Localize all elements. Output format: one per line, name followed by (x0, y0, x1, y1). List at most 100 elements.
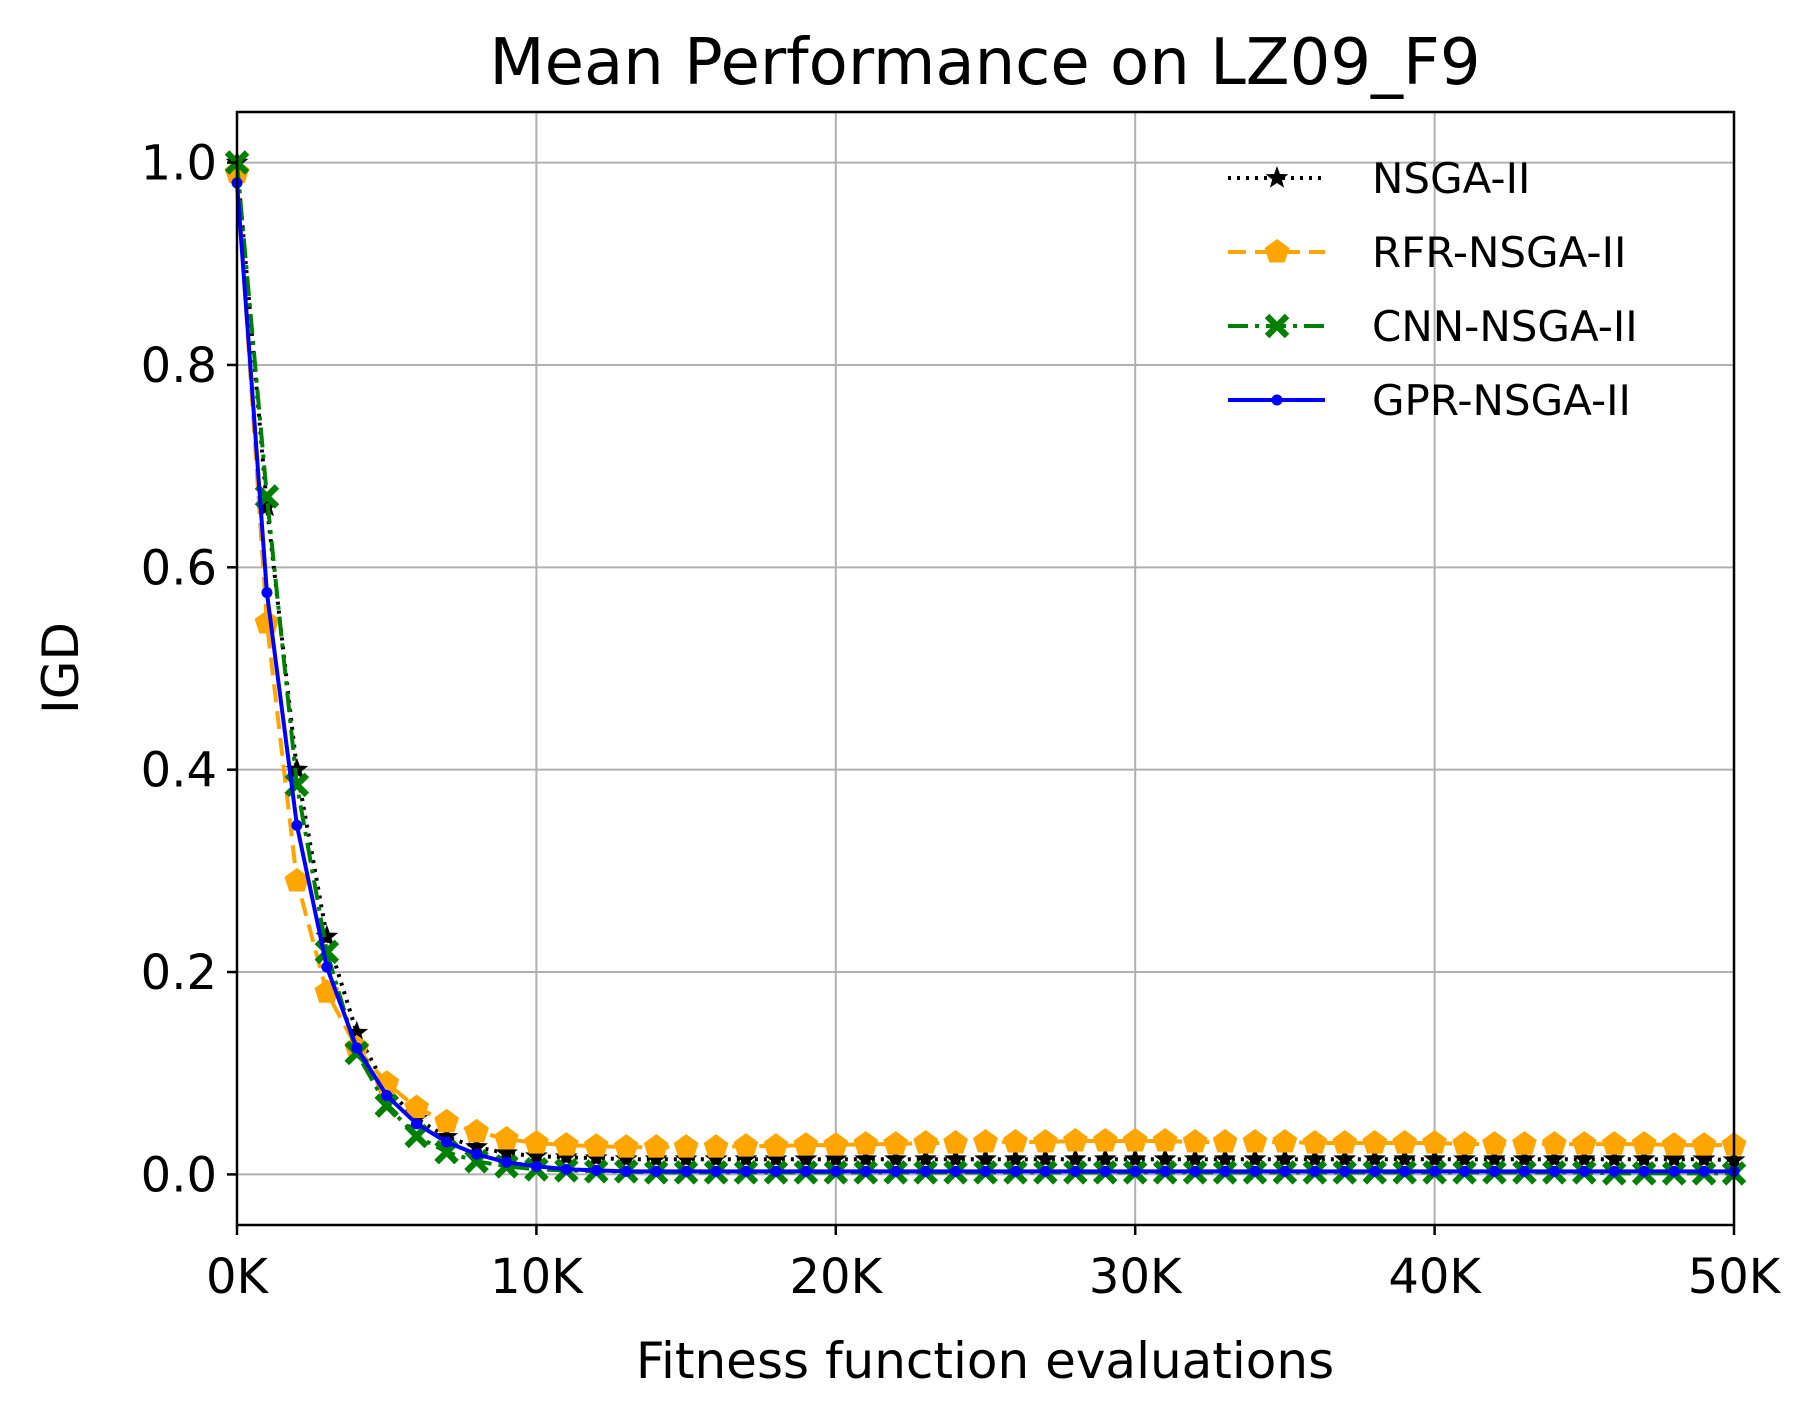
data-point-rfr-nsga-ii (1392, 1130, 1417, 1154)
data-point-rfr-nsga-ii (643, 1134, 669, 1158)
data-point-rfr-nsga-ii (1691, 1132, 1717, 1156)
x-tick-label: 10K (490, 1249, 584, 1305)
data-point-gpr-nsga-ii (1009, 1165, 1021, 1177)
data-point-gpr-nsga-ii (441, 1136, 453, 1148)
data-point-nsga-ii (1453, 1147, 1476, 1169)
data-point-gpr-nsga-ii (261, 587, 273, 599)
data-point-rfr-nsga-ii (1452, 1131, 1477, 1155)
x-tick-label: 0K (206, 1249, 270, 1305)
data-point-gpr-nsga-ii (860, 1165, 872, 1177)
data-point-rfr-nsga-ii (1571, 1131, 1597, 1155)
data-point-gpr-nsga-ii (1339, 1165, 1351, 1177)
series-gpr-nsga-ii (231, 177, 1740, 1177)
data-point-rfr-nsga-ii (434, 1108, 459, 1133)
data-point-gpr-nsga-ii (830, 1165, 842, 1177)
x-axis-label: Fitness function evaluations (636, 1332, 1334, 1390)
data-point-rfr-nsga-ii (943, 1130, 968, 1154)
data-point-nsga-ii (525, 1144, 548, 1166)
data-point-rfr-nsga-ii (1482, 1131, 1507, 1155)
plot-frame (235, 110, 1736, 1227)
data-point-gpr-nsga-ii (590, 1164, 602, 1176)
data-point-gpr-nsga-ii (411, 1118, 423, 1130)
data-point-nsga-ii (794, 1147, 818, 1169)
data-point-nsga-ii (1572, 1147, 1596, 1169)
y-tick-label: 1.0 (141, 136, 217, 192)
data-point-nsga-ii (1273, 1147, 1297, 1169)
data-point-gpr-nsga-ii (1249, 1165, 1261, 1177)
data-point-gpr-nsga-ii (1039, 1165, 1051, 1177)
data-point-rfr-nsga-ii (1063, 1128, 1088, 1152)
y-axis-label: IGD (32, 622, 90, 714)
x-tick-label: 50K (1688, 1249, 1782, 1305)
data-point-nsga-ii (1363, 1147, 1387, 1169)
data-point-nsga-ii (1123, 1147, 1147, 1169)
data-point-rfr-nsga-ii (1003, 1129, 1028, 1153)
data-point-gpr-nsga-ii (1429, 1165, 1441, 1177)
data-point-gpr-nsga-ii (890, 1165, 902, 1177)
y-tick-label: 0.2 (141, 945, 217, 1001)
data-point-gpr-nsga-ii (1099, 1165, 1111, 1177)
data-point-nsga-ii (1093, 1147, 1117, 1169)
y-tick-label: 0.0 (141, 1147, 217, 1203)
data-point-nsga-ii (974, 1147, 997, 1169)
data-point-rfr-nsga-ii (853, 1131, 879, 1155)
data-point-rfr-nsga-ii (733, 1133, 759, 1157)
legend-item-rfr-nsga-ii: RFR-NSGA-II (1228, 228, 1626, 277)
legend-item-nsga-ii: NSGA-II (1228, 154, 1530, 203)
data-point-rfr-nsga-ii (1242, 1129, 1268, 1153)
data-point-nsga-ii (554, 1145, 578, 1167)
data-point-nsga-ii (944, 1147, 967, 1169)
data-point-gpr-nsga-ii (351, 1042, 363, 1054)
x-tick-label: 40K (1388, 1249, 1482, 1305)
data-point-nsga-ii (1333, 1147, 1357, 1169)
data-point-nsga-ii (584, 1146, 608, 1168)
data-point-rfr-nsga-ii (1542, 1131, 1567, 1155)
data-point-nsga-ii (734, 1147, 758, 1169)
data-point-gpr-nsga-ii (1309, 1165, 1321, 1177)
legend-marker-cnn-nsga-ii (1264, 313, 1290, 339)
data-point-rfr-nsga-ii (823, 1132, 849, 1156)
data-point-rfr-nsga-ii (1631, 1131, 1657, 1155)
data-point-rfr-nsga-ii (1302, 1130, 1328, 1154)
data-point-gpr-nsga-ii (1638, 1165, 1650, 1177)
series-line-cnn-nsga-ii (235, 162, 1734, 1176)
data-point-nsga-ii (644, 1147, 668, 1169)
data-point-gpr-nsga-ii (1159, 1165, 1171, 1177)
data-point-nsga-ii (495, 1141, 518, 1163)
data-point-rfr-nsga-ii (1272, 1129, 1298, 1153)
data-point-nsga-ii (435, 1125, 458, 1147)
legend-item-cnn-nsga-ii: CNN-NSGA-II (1228, 302, 1638, 351)
data-point-gpr-nsga-ii (950, 1165, 962, 1177)
data-point-gpr-nsga-ii (1399, 1165, 1411, 1177)
legend-label-nsga-ii: NSGA-II (1372, 154, 1530, 203)
legend-item-gpr-nsga-ii: GPR-NSGA-II (1228, 376, 1631, 425)
legend-marker-nsga-ii (1265, 166, 1289, 188)
data-point-gpr-nsga-ii (680, 1165, 692, 1177)
data-point-nsga-ii (1662, 1147, 1686, 1169)
x-tick-label: 30K (1089, 1249, 1183, 1305)
data-point-nsga-ii (854, 1147, 878, 1169)
data-point-rfr-nsga-ii (1362, 1130, 1388, 1154)
data-point-gpr-nsga-ii (1548, 1165, 1560, 1177)
data-point-rfr-nsga-ii (703, 1134, 729, 1158)
y-axis: 0.0 0.2 0.4 0.6 0.8 1.0 (141, 136, 237, 1203)
y-tick-label: 0.8 (141, 338, 217, 394)
data-point-gpr-nsga-ii (920, 1165, 932, 1177)
data-point-nsga-ii (824, 1147, 848, 1169)
data-point-rfr-nsga-ii (1601, 1131, 1627, 1155)
data-point-nsga-ii (1183, 1147, 1207, 1169)
data-point-nsga-ii (1513, 1147, 1536, 1169)
data-point-rfr-nsga-ii (1661, 1132, 1687, 1156)
data-point-nsga-ii (614, 1147, 638, 1169)
data-point-rfr-nsga-ii (883, 1131, 908, 1155)
data-point-gpr-nsga-ii (740, 1165, 752, 1177)
data-point-nsga-ii (465, 1135, 488, 1157)
data-point-nsga-ii (884, 1147, 908, 1169)
data-point-rfr-nsga-ii (1092, 1128, 1118, 1152)
data-point-nsga-ii (315, 924, 339, 947)
data-point-nsga-ii (1213, 1147, 1237, 1169)
legend-label-gpr-nsga-ii: GPR-NSGA-II (1372, 376, 1631, 425)
data-point-gpr-nsga-ii (1189, 1165, 1201, 1177)
data-point-gpr-nsga-ii (1698, 1165, 1710, 1177)
data-point-rfr-nsga-ii (464, 1118, 489, 1143)
